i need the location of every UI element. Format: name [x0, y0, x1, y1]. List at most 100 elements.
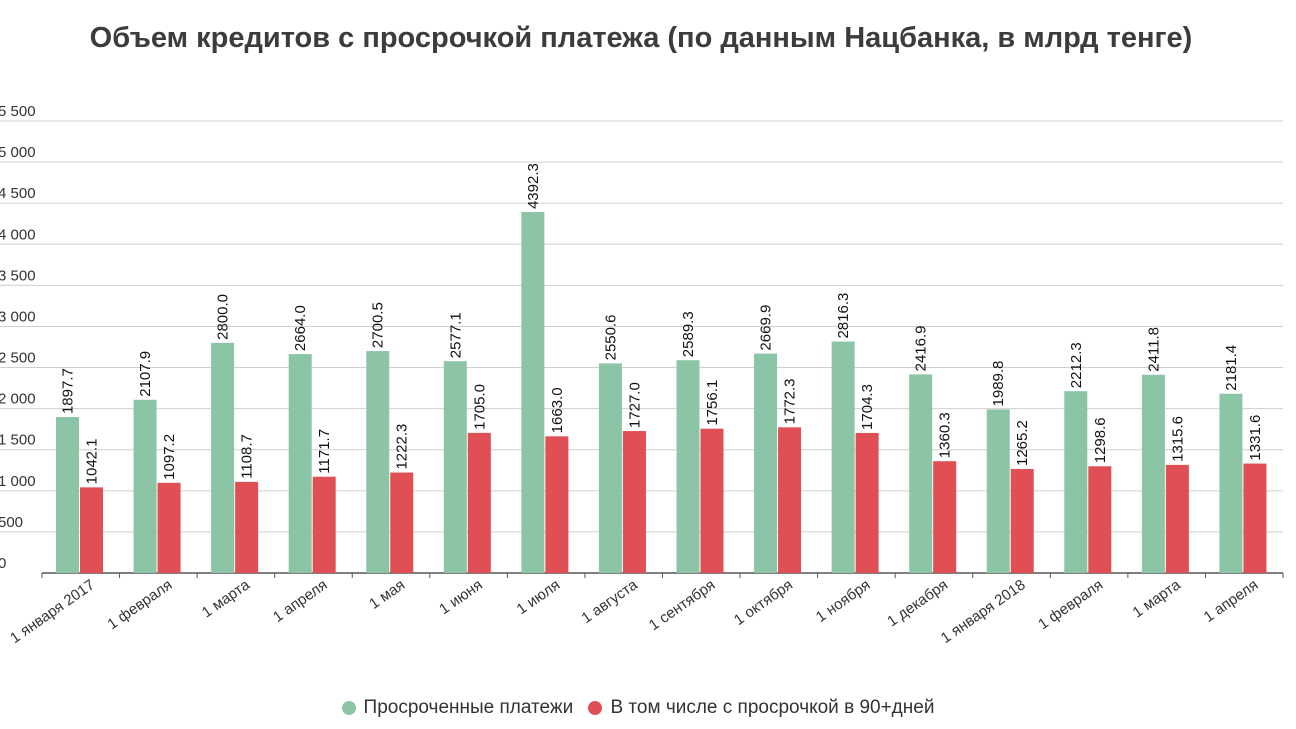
y-tick-label: 5 500 — [0, 103, 36, 120]
bar-overdue — [1064, 391, 1088, 573]
data-label-overdue-90: 1171.7 — [316, 429, 333, 474]
bar-overdue — [56, 417, 79, 573]
data-label-overdue: 2589.3 — [680, 311, 697, 357]
y-tick-label: 1 500 — [0, 432, 36, 449]
x-tick-label: 1 января 2017 — [7, 576, 98, 647]
x-tick-label: 1 мая — [366, 576, 408, 612]
chart-title: Объем кредитов с просрочкой платежа (по … — [89, 22, 1193, 54]
bar-overdue-90 — [545, 436, 569, 573]
bar-overdue — [521, 212, 545, 573]
data-label-overdue-90: 1265.2 — [1014, 420, 1031, 466]
data-label-overdue-90: 1315.6 — [1169, 416, 1186, 462]
bar-overdue-90 — [312, 476, 336, 573]
data-label-overdue: 2577.1 — [447, 312, 464, 358]
bar-overdue — [443, 361, 467, 573]
bar-overdue-90 — [855, 432, 879, 573]
bar-overdue — [1219, 393, 1243, 573]
data-label-overdue-90: 1727.0 — [626, 382, 643, 428]
data-label-overdue: 1989.8 — [990, 361, 1007, 407]
bar-overdue — [133, 399, 157, 573]
legend-label-overdue-90: В том числе с просрочкой в 90+дней — [610, 697, 935, 718]
bar-overdue-90 — [390, 472, 414, 573]
bar-overdue-90 — [1088, 466, 1112, 573]
y-tick-label: 0 — [0, 555, 6, 572]
data-label-overdue: 2664.0 — [292, 305, 309, 351]
x-tick-label: 1 июня — [436, 576, 486, 618]
bar-overdue — [754, 353, 778, 573]
bar-overdue-90 — [933, 461, 957, 573]
data-label-overdue: 1897.7 — [60, 368, 77, 414]
data-label-overdue: 2181.4 — [1223, 345, 1240, 391]
legend-item-overdue: Просроченные платежи — [341, 697, 574, 719]
legend-swatch-overdue — [341, 701, 356, 715]
data-label-overdue: 2816.3 — [835, 293, 852, 339]
bar-overdue — [676, 360, 700, 573]
data-label-overdue: 2700.5 — [370, 302, 387, 348]
y-tick-label: 4 500 — [0, 185, 36, 202]
bar-overdue — [1141, 374, 1165, 573]
bar-overdue — [288, 354, 312, 573]
data-label-overdue-90: 1360.3 — [937, 412, 954, 458]
x-tick-label: 1 августа — [578, 576, 641, 627]
y-tick-label: 2 000 — [0, 391, 36, 408]
bar-overdue-90 — [1010, 469, 1034, 573]
bar-overdue-90 — [778, 427, 802, 573]
bar-overdue-90 — [157, 482, 181, 573]
legend-label-overdue: Просроченные платежи — [363, 697, 574, 718]
data-label-overdue-90: 1772.3 — [782, 378, 799, 424]
data-label-overdue: 2800.0 — [215, 294, 232, 340]
x-tick-label: 1 сентября — [646, 576, 718, 634]
legend-swatch-overdue-90 — [588, 701, 603, 715]
y-tick-label: 4 000 — [0, 226, 36, 243]
bar-overdue — [598, 363, 622, 573]
x-tick-label: 1 июля — [514, 576, 564, 618]
y-tick-label: 5 000 — [0, 144, 36, 161]
data-label-overdue-90: 1705.0 — [471, 384, 488, 430]
data-label-overdue: 2550.6 — [602, 314, 619, 360]
x-tick-label: 1 февраля — [1035, 576, 1106, 633]
data-label-overdue-90: 1704.3 — [859, 384, 876, 430]
data-label-overdue-90: 1663.0 — [549, 387, 566, 433]
bar-overdue — [211, 342, 235, 573]
data-label-overdue: 4392.3 — [525, 163, 542, 209]
data-label-overdue-90: 1222.3 — [394, 424, 411, 470]
bar-overdue-90 — [700, 428, 724, 573]
data-label-overdue: 2416.9 — [913, 325, 930, 371]
x-tick-label: 1 апреля — [270, 576, 331, 626]
bar-overdue-90 — [1165, 464, 1189, 573]
y-tick-label: 1 000 — [0, 473, 36, 490]
data-label-overdue-90: 1756.1 — [704, 380, 721, 426]
bar-overdue-90 — [467, 432, 491, 573]
x-tick-label: 1 апреля — [1201, 576, 1262, 626]
y-tick-label: 3 000 — [0, 308, 36, 325]
bar-overdue-90 — [235, 481, 259, 573]
bar-overdue — [986, 409, 1010, 573]
data-label-overdue: 2107.9 — [137, 351, 154, 397]
x-tick-label: 1 марта — [199, 576, 254, 621]
y-tick-label: 3 500 — [0, 267, 36, 284]
y-tick-label: 500 — [0, 514, 23, 531]
data-label-overdue-90: 1108.7 — [239, 434, 256, 479]
bar-overdue — [909, 374, 933, 573]
legend-item-overdue-90: В том числе с просрочкой в 90+дней — [588, 697, 934, 719]
chart-legend: Просроченные платежи В том числе с проср… — [0, 697, 1276, 721]
data-label-overdue-90: 1042.1 — [84, 438, 101, 484]
data-label-overdue-90: 1331.6 — [1247, 415, 1264, 461]
data-label-overdue-90: 1097.2 — [161, 434, 178, 480]
bar-overdue-90 — [1243, 463, 1267, 573]
y-tick-label: 2 500 — [0, 350, 36, 367]
x-tick-label: 1 января 2018 — [938, 576, 1029, 647]
bar-overdue-90 — [622, 431, 646, 573]
bar-overdue — [366, 351, 390, 573]
x-tick-label: 1 ноября — [813, 576, 874, 626]
bar-overdue-90 — [80, 487, 103, 573]
x-tick-label: 1 февраля — [104, 576, 175, 633]
x-tick-label: 1 декабря — [884, 576, 951, 630]
data-label-overdue: 2411.8 — [1145, 327, 1162, 372]
x-tick-label: 1 марта — [1130, 576, 1185, 621]
bar-overdue — [831, 341, 855, 573]
data-label-overdue-90: 1298.6 — [1092, 417, 1109, 463]
x-tick-label: 1 октября — [731, 576, 796, 629]
data-label-overdue: 2212.3 — [1068, 342, 1085, 388]
